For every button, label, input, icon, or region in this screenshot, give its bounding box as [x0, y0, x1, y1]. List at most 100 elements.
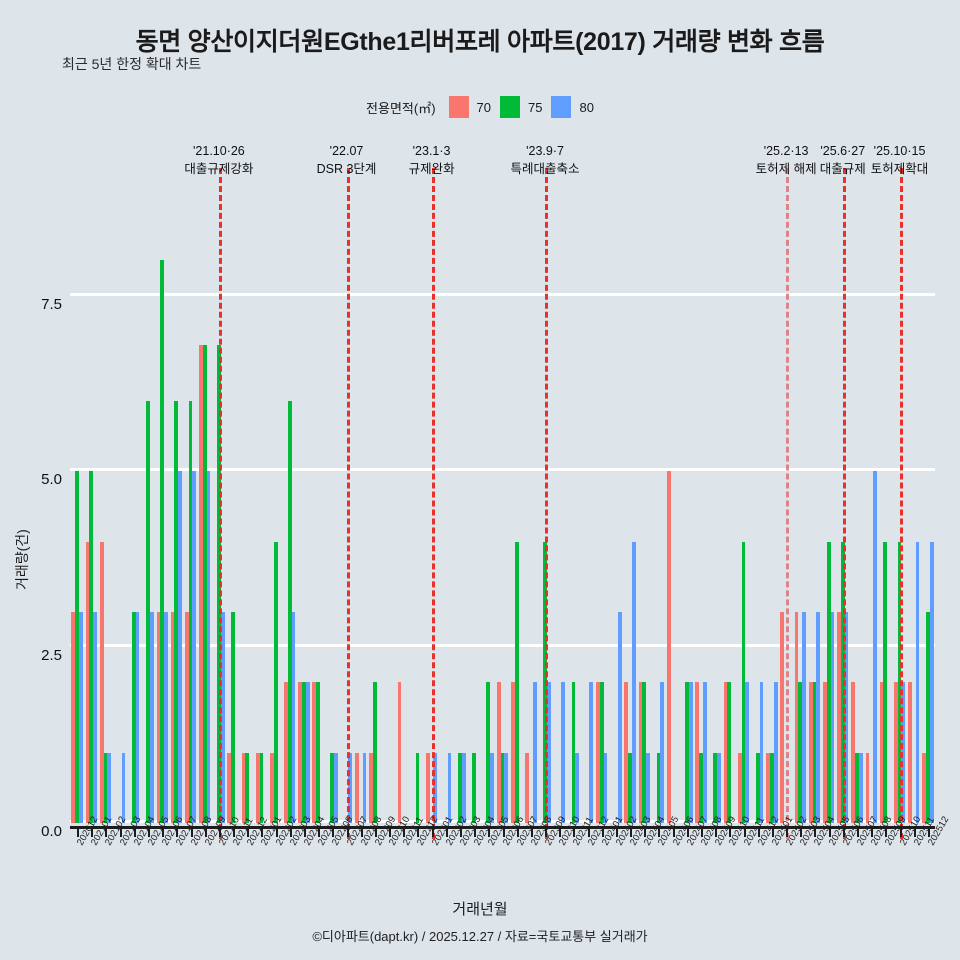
bar[interactable] — [241, 752, 246, 823]
bar[interactable] — [149, 612, 154, 823]
bar[interactable] — [334, 752, 338, 823]
bar[interactable] — [78, 612, 83, 823]
bar[interactable] — [893, 682, 898, 823]
bar[interactable] — [879, 682, 884, 823]
bar[interactable] — [348, 752, 353, 823]
bar[interactable] — [284, 682, 288, 823]
bar[interactable] — [561, 682, 565, 823]
bar[interactable] — [291, 612, 296, 823]
bar[interactable] — [425, 752, 430, 823]
legend-item-75[interactable]: 75 — [500, 96, 542, 118]
bar[interactable] — [500, 752, 505, 823]
bar[interactable] — [802, 612, 806, 823]
bar[interactable] — [798, 682, 803, 823]
bar[interactable] — [85, 541, 90, 823]
bar[interactable] — [192, 471, 197, 823]
bar[interactable] — [188, 401, 193, 823]
bar[interactable] — [316, 682, 321, 823]
bar[interactable] — [908, 682, 912, 823]
bar[interactable] — [766, 752, 771, 823]
bar[interactable] — [589, 682, 594, 823]
bar[interactable] — [397, 682, 402, 823]
bar[interactable] — [511, 682, 515, 823]
bar[interactable] — [723, 682, 728, 823]
bar[interactable] — [330, 752, 335, 823]
bar[interactable] — [259, 752, 264, 823]
bar[interactable] — [642, 682, 647, 823]
bar[interactable] — [599, 682, 604, 823]
bar[interactable] — [858, 752, 863, 823]
bar[interactable] — [628, 752, 632, 823]
bar[interactable] — [826, 541, 831, 823]
bar[interactable] — [873, 471, 877, 823]
bar[interactable] — [170, 612, 175, 823]
bar[interactable] — [851, 682, 856, 823]
bar[interactable] — [490, 752, 494, 823]
bar[interactable] — [855, 752, 859, 823]
bar[interactable] — [156, 612, 161, 823]
bar[interactable] — [245, 752, 250, 823]
bar[interactable] — [830, 612, 835, 823]
bar[interactable] — [89, 471, 94, 823]
bar[interactable] — [571, 682, 576, 823]
bar[interactable] — [305, 682, 310, 823]
bar[interactable] — [302, 682, 306, 823]
bar[interactable] — [865, 752, 870, 823]
bar[interactable] — [135, 612, 140, 823]
bar[interactable] — [546, 682, 551, 823]
bar[interactable] — [231, 612, 235, 823]
bar[interactable] — [780, 612, 785, 823]
bar[interactable] — [822, 682, 827, 823]
bar[interactable] — [298, 682, 303, 823]
bar[interactable] — [656, 752, 661, 823]
bar[interactable] — [532, 682, 537, 823]
bar[interactable] — [174, 401, 179, 823]
bar[interactable] — [184, 612, 189, 823]
bar[interactable] — [926, 612, 930, 823]
legend-item-80[interactable]: 80 — [551, 96, 594, 118]
bar[interactable] — [75, 471, 79, 823]
bar[interactable] — [603, 752, 608, 823]
bar[interactable] — [812, 682, 817, 823]
bar[interactable] — [486, 682, 491, 823]
bar[interactable] — [915, 541, 920, 823]
bar[interactable] — [146, 401, 150, 823]
bar[interactable] — [255, 752, 260, 823]
bar[interactable] — [269, 752, 274, 823]
bar[interactable] — [713, 752, 718, 823]
bar[interactable] — [770, 752, 774, 823]
bar[interactable] — [504, 752, 509, 823]
bar[interactable] — [164, 612, 168, 823]
bar[interactable] — [745, 682, 750, 823]
bar[interactable] — [525, 752, 529, 823]
bar[interactable] — [901, 682, 906, 823]
bar[interactable] — [617, 612, 622, 823]
bar[interactable] — [131, 612, 136, 823]
bar[interactable] — [695, 682, 700, 823]
bar[interactable] — [759, 682, 764, 823]
bar[interactable] — [883, 541, 888, 823]
bar[interactable] — [638, 682, 643, 823]
bar[interactable] — [717, 752, 721, 823]
bar[interactable] — [355, 752, 359, 823]
bar[interactable] — [415, 752, 420, 823]
bar[interactable] — [372, 682, 377, 823]
bar[interactable] — [773, 682, 778, 823]
bar[interactable] — [496, 682, 501, 823]
bar[interactable] — [688, 682, 693, 823]
bar[interactable] — [660, 682, 665, 823]
bar[interactable] — [103, 752, 108, 823]
bar[interactable] — [514, 541, 519, 823]
bar[interactable] — [433, 752, 438, 823]
bar[interactable] — [922, 752, 927, 823]
bar[interactable] — [447, 752, 452, 823]
bar[interactable] — [312, 682, 317, 823]
bar[interactable] — [71, 612, 76, 823]
bar[interactable] — [699, 752, 703, 823]
bar[interactable] — [93, 612, 97, 823]
bar[interactable] — [99, 541, 104, 823]
bar[interactable] — [794, 612, 799, 823]
bar[interactable] — [107, 752, 112, 823]
bar[interactable] — [287, 401, 292, 823]
bar[interactable] — [461, 752, 466, 823]
